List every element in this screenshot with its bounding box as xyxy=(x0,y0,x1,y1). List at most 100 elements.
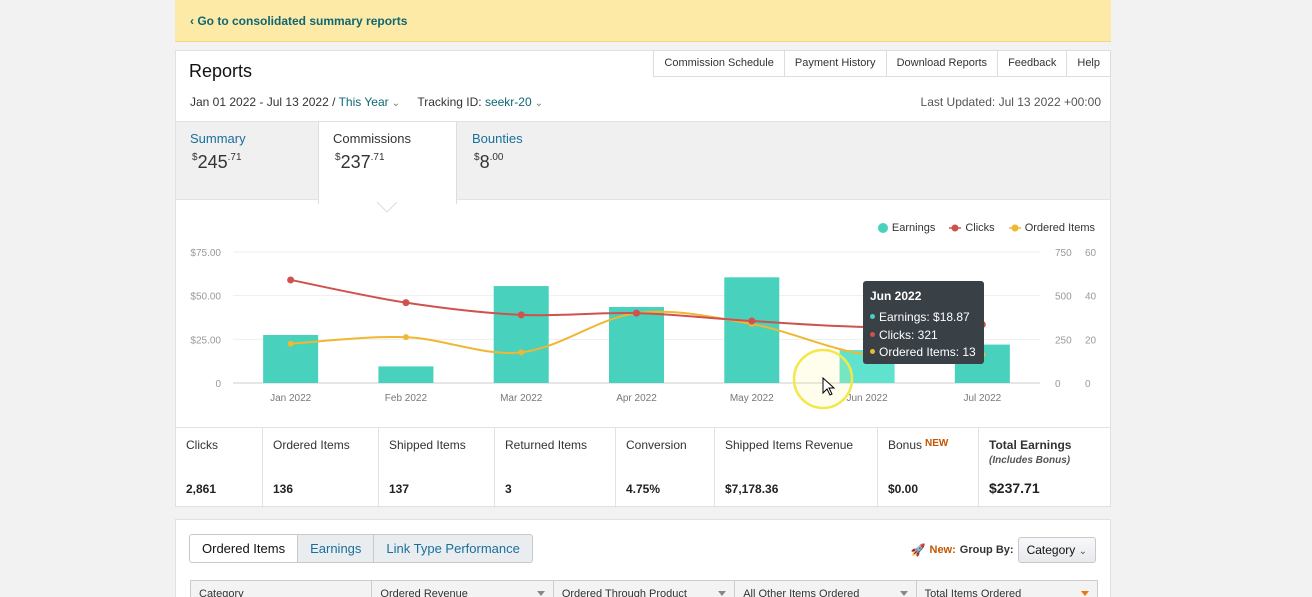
bar-earnings xyxy=(724,277,780,383)
column-ordered-revenue[interactable]: Ordered Revenue xyxy=(372,581,554,597)
stats-row: Clicks 2,861 Ordered Items 136 Shipped Ite… xyxy=(176,427,1110,508)
x-tick-label: Jan 2022 xyxy=(270,393,312,404)
column-total-items-ordered[interactable]: Total Items Ordered xyxy=(917,581,1097,597)
stat-shipped-items: Shipped Items 137 xyxy=(379,428,495,508)
active-tab-pointer xyxy=(377,202,397,213)
y-right-outer-tick-label: 250 xyxy=(1055,335,1072,346)
legend-earnings[interactable]: Earnings xyxy=(877,222,935,234)
report-table-card: Ordered Items Earnings Link Type Perform… xyxy=(175,519,1111,597)
feedback-tab[interactable]: Feedback xyxy=(997,50,1068,77)
chart-plot: $75.00 750 60 $50.00 500 40 $25.00 250 20 0 0 0 Jan … xyxy=(190,248,1097,404)
y-left-tick-label: $75.00 xyxy=(190,248,221,259)
stat-clicks: Clicks 2,861 xyxy=(176,428,263,508)
tab-link-type-performance[interactable]: Link Type Performance xyxy=(373,534,533,563)
column-all-other-items[interactable]: All Other Items Ordered xyxy=(735,581,917,597)
bar-earnings xyxy=(378,366,434,383)
legend-ordered-items[interactable]: Ordered Items xyxy=(1008,222,1095,234)
tab-earnings[interactable]: Earnings xyxy=(297,534,375,563)
top-nav: Commission Schedule Payment History Down… xyxy=(653,50,1111,77)
table-header: Category Ordered Revenue Ordered Through… xyxy=(190,580,1098,597)
stat-shipped-revenue: Shipped Items Revenue $7,178.36 xyxy=(715,428,878,508)
earnings-legend-dot xyxy=(877,223,888,233)
y-right-inner-tick-label: 0 xyxy=(1085,379,1091,390)
tracking-label: Tracking ID: xyxy=(417,95,485,109)
page-title: Reports xyxy=(189,61,253,81)
download-reports-tab[interactable]: Download Reports xyxy=(885,50,999,77)
group-by: 🚀 New: Group By: Category ⌄ xyxy=(911,537,1096,563)
x-tick-label: Jul 2022 xyxy=(963,393,1001,404)
sort-arrow-icon[interactable] xyxy=(536,591,545,596)
sort-arrow-icon[interactable] xyxy=(1081,591,1090,596)
y-left-tick-label: $25.00 xyxy=(190,335,221,346)
point-ordered-items xyxy=(287,340,294,347)
tracking-id-dropdown[interactable]: seekr-20 xyxy=(484,95,532,109)
tooltip-title: Jun 2022 xyxy=(870,289,922,303)
commissions-chart: Earnings Clicks Ordered Items $75.00 750 6… xyxy=(176,201,1110,427)
point-ordered-items xyxy=(402,334,409,341)
tab-commissions-label: Commissions xyxy=(333,131,412,146)
y-right-outer-tick-label: 500 xyxy=(1055,292,1072,303)
payment-history-tab[interactable]: Payment History xyxy=(783,50,887,77)
commission-schedule-tab[interactable]: Commission Schedule xyxy=(653,50,785,77)
new-label: New: xyxy=(929,544,956,556)
y-right-outer-tick-label: 750 xyxy=(1055,248,1072,259)
bounties-amount: $8.00 xyxy=(474,152,504,172)
point-ordered-items xyxy=(518,349,525,356)
bar-earnings xyxy=(609,307,664,383)
x-tick-label: Mar 2022 xyxy=(500,393,543,404)
rocket-icon: 🚀 xyxy=(910,543,926,557)
tooltip-clicks: Clicks: 321 xyxy=(879,327,938,342)
tooltip-earnings: Earnings: $18.87 xyxy=(879,310,970,324)
new-badge: NEW xyxy=(925,438,949,449)
tab-bounties[interactable]: Bounties $8.00 xyxy=(458,122,598,202)
column-ordered-through-product[interactable]: Ordered Through Product xyxy=(554,581,736,597)
group-by-label: Group By: xyxy=(959,544,1014,556)
group-by-select[interactable]: Category ⌄ xyxy=(1017,537,1096,563)
chevron-down-icon[interactable]: ⌄ xyxy=(534,98,544,109)
cursor-overlay xyxy=(792,348,854,410)
tab-ordered-items[interactable]: Ordered Items xyxy=(189,534,299,563)
ordered-legend-marker xyxy=(1008,224,1021,232)
point-clicks xyxy=(517,311,525,319)
reports-card: Reports Commission Schedule Payment Hist… xyxy=(175,50,1111,508)
stat-returned-items: Returned Items 3 xyxy=(495,428,616,508)
sort-arrow-icon[interactable] xyxy=(899,591,908,596)
tooltip-earnings-dot xyxy=(870,314,875,319)
tab-summary[interactable]: Summary $245.71 xyxy=(176,122,318,202)
consolidated-summary-link[interactable]: ‹ Go to consolidated summary reports xyxy=(190,14,408,28)
stat-conversion: Conversion 4.75% xyxy=(616,428,715,508)
consolidated-banner: ‹ Go to consolidated summary reports xyxy=(175,0,1111,42)
y-right-inner-tick-label: 60 xyxy=(1085,248,1097,259)
x-tick-label: Apr 2022 xyxy=(616,393,657,404)
tooltip-clicks-dot xyxy=(870,331,875,337)
point-clicks xyxy=(287,276,295,284)
commissions-amount: $237.71 xyxy=(335,152,385,172)
y-left-tick-label: $50.00 xyxy=(190,292,221,303)
x-tick-label: Feb 2022 xyxy=(385,393,428,404)
point-clicks xyxy=(633,309,640,317)
metric-tabs: Summary $245.71 Commissions $237.71 Boun… xyxy=(176,121,1110,204)
tab-bounties-label: Bounties xyxy=(472,131,523,146)
clicks-legend-marker xyxy=(949,224,962,232)
point-clicks xyxy=(748,317,756,325)
point-clicks xyxy=(402,299,410,307)
y-right-inner-tick-label: 20 xyxy=(1085,335,1097,346)
chart-tooltip: Jun 2022 Earnings: $18.87 Clicks: 321 Or… xyxy=(863,281,984,364)
chart-legend: Earnings Clicks Ordered Items xyxy=(877,222,1095,234)
mouse-cursor-icon xyxy=(822,376,836,396)
tooltip-ordered: Ordered Items: 13 xyxy=(879,345,976,359)
chevron-down-icon[interactable]: ⌄ xyxy=(391,98,401,109)
help-tab[interactable]: Help xyxy=(1066,50,1111,77)
y-right-outer-tick-label: 0 xyxy=(1055,379,1061,390)
x-tick-label: May 2022 xyxy=(730,393,774,404)
stat-total-earnings: Total Earnings (Includes Bonus) $237.71 xyxy=(989,438,1072,496)
chevron-down-icon: ⌄ xyxy=(1078,546,1087,557)
date-range: Jan 01 2022 - Jul 13 2022 xyxy=(190,95,329,109)
summary-amount: $245.71 xyxy=(192,152,242,172)
last-updated: Last Updated: Jul 13 2022 +00:00 xyxy=(920,95,1101,109)
legend-clicks[interactable]: Clicks xyxy=(949,222,995,234)
period-dropdown[interactable]: This Year xyxy=(338,95,389,109)
column-category[interactable]: Category xyxy=(191,581,373,597)
sort-arrow-icon[interactable] xyxy=(718,591,727,596)
tab-commissions[interactable]: Commissions $237.71 xyxy=(318,122,457,204)
